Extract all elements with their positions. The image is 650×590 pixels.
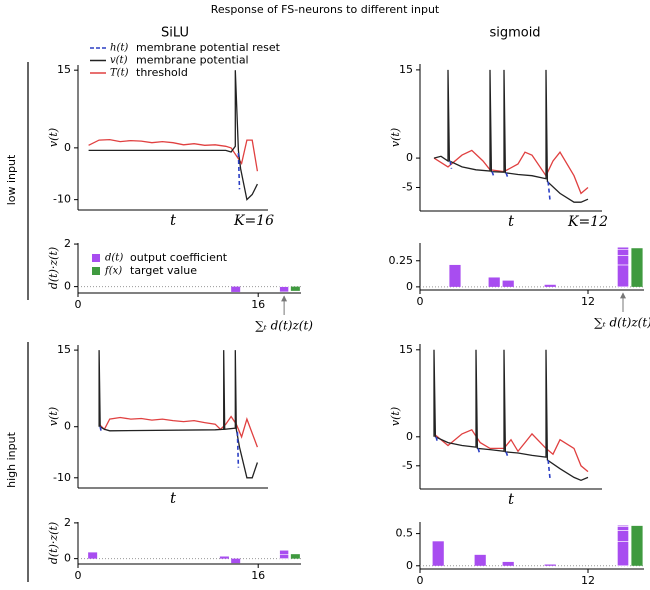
stacked-bar-segment (279, 286, 289, 293)
target-bar (290, 286, 300, 291)
y-tick-label: 0 (64, 552, 71, 565)
series-line (433, 428, 589, 473)
x-axis-label: t (170, 211, 177, 229)
annotation: K=16 (233, 213, 274, 229)
y-axis-label: v(t) (389, 407, 402, 426)
series-line (88, 138, 259, 172)
bar (474, 554, 486, 566)
bar (231, 558, 241, 564)
legend-name: f(x) (104, 266, 122, 277)
bar (219, 556, 229, 559)
y-tick-label: -10 (53, 471, 71, 484)
y-tick-label: 2 (64, 237, 71, 250)
bar (449, 264, 461, 287)
y-tick-label: 0 (406, 559, 413, 572)
bar (502, 561, 514, 566)
y-axis-label: d(t)·z(t) (47, 522, 60, 564)
stacked-bar-segment (617, 524, 629, 527)
bar (544, 284, 556, 287)
series-line (99, 426, 240, 468)
target-bar (631, 248, 643, 287)
stacked-bar-segment (617, 526, 629, 531)
legend-label: membrane potential reset (136, 41, 281, 54)
bar (432, 541, 444, 566)
x-tick-label: 0 (75, 569, 82, 582)
legend-label: membrane potential (136, 54, 249, 67)
y-tick-label: 0 (64, 280, 71, 293)
y-axis-label: v(t) (389, 128, 402, 147)
x-tick-label: 16 (251, 298, 265, 311)
stacked-bar-segment (617, 246, 629, 250)
stacked-bar-segment (617, 255, 629, 266)
series-line (98, 415, 259, 448)
y-tick-label: 0 (406, 280, 413, 293)
y-tick-label: 0.5 (396, 527, 414, 540)
y-axis-label: v(t) (47, 128, 60, 147)
legend-name: h(t) (110, 43, 128, 54)
target-bar (631, 525, 643, 566)
target-bar (290, 554, 300, 559)
y-tick-label: 15 (57, 63, 71, 76)
column-title: SiLU (161, 26, 189, 41)
x-tick-label: 12 (581, 295, 595, 308)
figure-title: Response of FS-neurons to different inpu… (211, 3, 440, 16)
y-tick-label: -10 (53, 193, 71, 206)
legend-swatch (92, 254, 100, 262)
row-title: low input (5, 154, 18, 205)
x-axis-label: t (170, 489, 177, 507)
y-tick-label: 15 (57, 343, 71, 356)
y-tick-label: 0 (406, 430, 413, 443)
bar (502, 280, 514, 287)
column-title: sigmoid (489, 26, 540, 41)
series-line (433, 349, 589, 482)
legend-label: threshold (136, 66, 188, 79)
y-tick-label: 15 (399, 343, 413, 356)
legend-name: v(t) (110, 55, 128, 66)
y-tick-label: 0.25 (389, 254, 414, 267)
stacked-bar-segment (617, 530, 629, 542)
x-axis-label: t (508, 212, 515, 230)
legend-label: target value (130, 264, 197, 277)
series-line (237, 152, 241, 190)
series-line (449, 160, 551, 203)
bar (488, 277, 500, 287)
y-tick-label: 2 (64, 516, 71, 529)
x-tick-label: 12 (581, 574, 595, 587)
y-tick-label: 15 (399, 63, 413, 76)
series-line (88, 70, 258, 201)
stacked-bar-segment (617, 541, 629, 567)
y-axis-label: v(t) (47, 407, 60, 426)
x-tick-label: 16 (251, 569, 265, 582)
x-axis-label: t (508, 490, 515, 508)
bar (88, 552, 98, 559)
annotation: K=12 (567, 214, 608, 230)
legend-name: T(t) (110, 68, 129, 79)
x-tick-label: 0 (75, 298, 82, 311)
bar (544, 564, 556, 566)
x-tick-label: 0 (417, 574, 424, 587)
legend-name: d(t) (105, 253, 123, 264)
annotation: ∑ₜ d(t)z(t) (255, 319, 313, 333)
stacked-bar-segment (279, 549, 289, 556)
y-tick-label: 0 (64, 420, 71, 433)
legend-label: output coefficient (130, 251, 228, 264)
y-tick-label: 0 (406, 151, 413, 164)
series-line (433, 69, 589, 203)
annotation: ∑ₜ d(t)z(t) (594, 316, 650, 330)
series-line (98, 350, 259, 479)
y-tick-label: -5 (402, 459, 413, 472)
legend-swatch (92, 267, 100, 275)
bar (231, 286, 241, 292)
y-axis-label: d(t)·z(t) (47, 247, 60, 289)
stacked-bar-segment (617, 264, 629, 288)
series-line (433, 149, 589, 195)
x-tick-label: 0 (417, 295, 424, 308)
y-tick-label: 0 (64, 141, 71, 154)
stacked-bar-segment (617, 248, 629, 256)
series-line (435, 436, 551, 481)
row-title: high input (5, 431, 18, 487)
y-tick-label: -5 (402, 180, 413, 193)
